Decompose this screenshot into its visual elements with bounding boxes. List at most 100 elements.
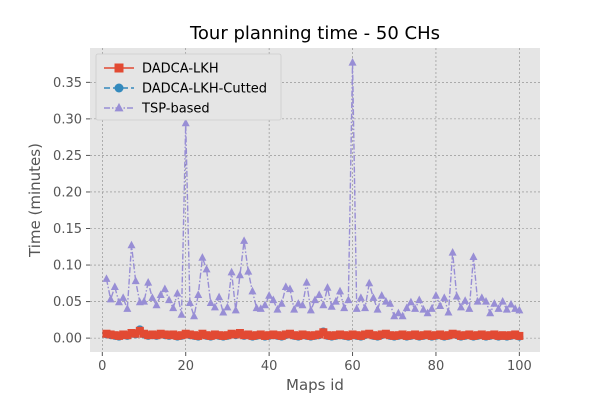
- data-point-square: [490, 330, 499, 339]
- y-tick-label: 0.20: [53, 185, 82, 200]
- data-point-triangle: [223, 302, 232, 311]
- data-point-square: [248, 331, 257, 340]
- y-tick-label: 0.35: [53, 76, 82, 91]
- data-point-triangle: [290, 305, 299, 313]
- data-point-triangle: [215, 292, 224, 301]
- data-point-square: [290, 331, 299, 340]
- data-point-triangle: [377, 291, 386, 299]
- data-point-square: [260, 331, 269, 340]
- data-point-square: [240, 331, 249, 340]
- data-point-triangle: [256, 304, 265, 312]
- data-point-square: [319, 328, 328, 337]
- data-point-square: [306, 331, 315, 340]
- data-point-square: [110, 331, 119, 340]
- legend-label: DADCA-LKH-Cutted: [142, 82, 267, 97]
- data-point-triangle: [206, 298, 215, 307]
- data-point-triangle: [160, 284, 169, 293]
- data-point-triangle: [390, 311, 399, 320]
- data-point-square: [323, 331, 332, 340]
- data-point-triangle: [331, 296, 340, 305]
- data-point-square: [311, 331, 319, 340]
- chart-title: Tour planning time - 50 CHs: [189, 23, 440, 44]
- series-lines: [102, 58, 524, 341]
- legend-box: [95, 53, 282, 121]
- data-point-triangle: [227, 267, 236, 276]
- data-point-square: [198, 329, 207, 338]
- data-point-square: [444, 331, 453, 340]
- data-point-triangle: [148, 293, 157, 301]
- data-point-square: [440, 331, 449, 340]
- data-point-square: [102, 329, 111, 338]
- data-point-triangle: [356, 293, 365, 301]
- data-point-triangle: [427, 304, 436, 312]
- data-point-square: [461, 331, 470, 340]
- data-point-triangle: [394, 308, 403, 317]
- data-point-square: [223, 331, 232, 340]
- data-point-triangle: [231, 305, 240, 314]
- data-point-square: [273, 331, 282, 340]
- data-point-triangle: [461, 296, 470, 304]
- x-axis-label: Maps id: [286, 376, 344, 394]
- data-point-triangle: [315, 290, 324, 298]
- axis-ticks: 0 20 40 60 80 100 0.00 0.05 0.10 0.15 0.20 0.25 0.30…: [53, 76, 532, 374]
- data-point-square: [331, 331, 340, 340]
- y-tick-label: 0.30: [53, 112, 82, 127]
- data-point-triangle: [248, 286, 257, 295]
- data-point-triangle: [494, 304, 503, 312]
- data-point-square: [494, 331, 503, 340]
- data-point-triangle: [473, 296, 482, 305]
- data-point-square: [327, 331, 336, 340]
- x-tick-label: 0: [98, 359, 106, 374]
- data-point-square: [436, 330, 445, 339]
- data-point-triangle: [265, 291, 274, 299]
- data-point-square: [402, 331, 411, 340]
- data-point-square: [173, 331, 182, 340]
- data-point-triangle: [381, 296, 390, 305]
- legend-label: DADCA-LKH: [142, 62, 219, 77]
- data-point-square: [206, 331, 215, 340]
- data-point-triangle: [190, 311, 199, 320]
- x-tick-label: 20: [177, 359, 194, 374]
- data-point-square: [131, 329, 140, 338]
- data-point-square: [481, 331, 490, 340]
- legend: DADCA-LKH DADCA-LKH-Cutted TSP-based: [95, 53, 282, 121]
- data-point-triangle: [219, 307, 228, 316]
- data-point-square: [356, 331, 365, 340]
- x-tick-label: 60: [344, 359, 361, 374]
- data-point-square: [465, 330, 474, 339]
- data-point-square: [144, 331, 153, 340]
- data-point-square: [456, 331, 465, 340]
- data-point-square: [231, 330, 240, 339]
- data-point-square: [386, 331, 395, 340]
- data-point-triangle: [127, 240, 136, 249]
- data-point-square: [210, 330, 219, 339]
- data-point-triangle: [106, 294, 115, 303]
- y-tick-label: 0.15: [53, 222, 82, 237]
- data-point-triangle: [411, 304, 420, 312]
- data-point-triangle: [140, 296, 149, 305]
- data-point-square: [135, 326, 144, 335]
- data-point-triangle: [336, 286, 345, 295]
- data-point-triangle: [498, 296, 507, 305]
- data-point-triangle: [202, 264, 211, 273]
- data-point-square: [277, 331, 286, 340]
- data-point-triangle: [436, 301, 445, 309]
- data-point-square: [160, 330, 169, 339]
- data-point-triangle: [481, 296, 490, 305]
- data-point-triangle: [306, 305, 315, 314]
- data-point-triangle: [365, 278, 374, 287]
- data-point-square: [285, 329, 294, 338]
- data-point-square: [477, 330, 486, 339]
- data-point-square: [302, 331, 311, 340]
- data-point-triangle: [398, 311, 407, 320]
- data-point-square: [344, 331, 353, 340]
- data-point-triangle: [452, 291, 461, 300]
- data-point-triangle: [210, 302, 219, 311]
- data-point-triangle: [465, 304, 474, 312]
- data-point-triangle: [185, 298, 194, 307]
- data-point-square: [365, 329, 374, 338]
- data-point-square: [152, 331, 161, 340]
- data-point-triangle: [240, 236, 249, 244]
- data-point-square: [498, 331, 507, 340]
- data-point-triangle: [277, 299, 286, 307]
